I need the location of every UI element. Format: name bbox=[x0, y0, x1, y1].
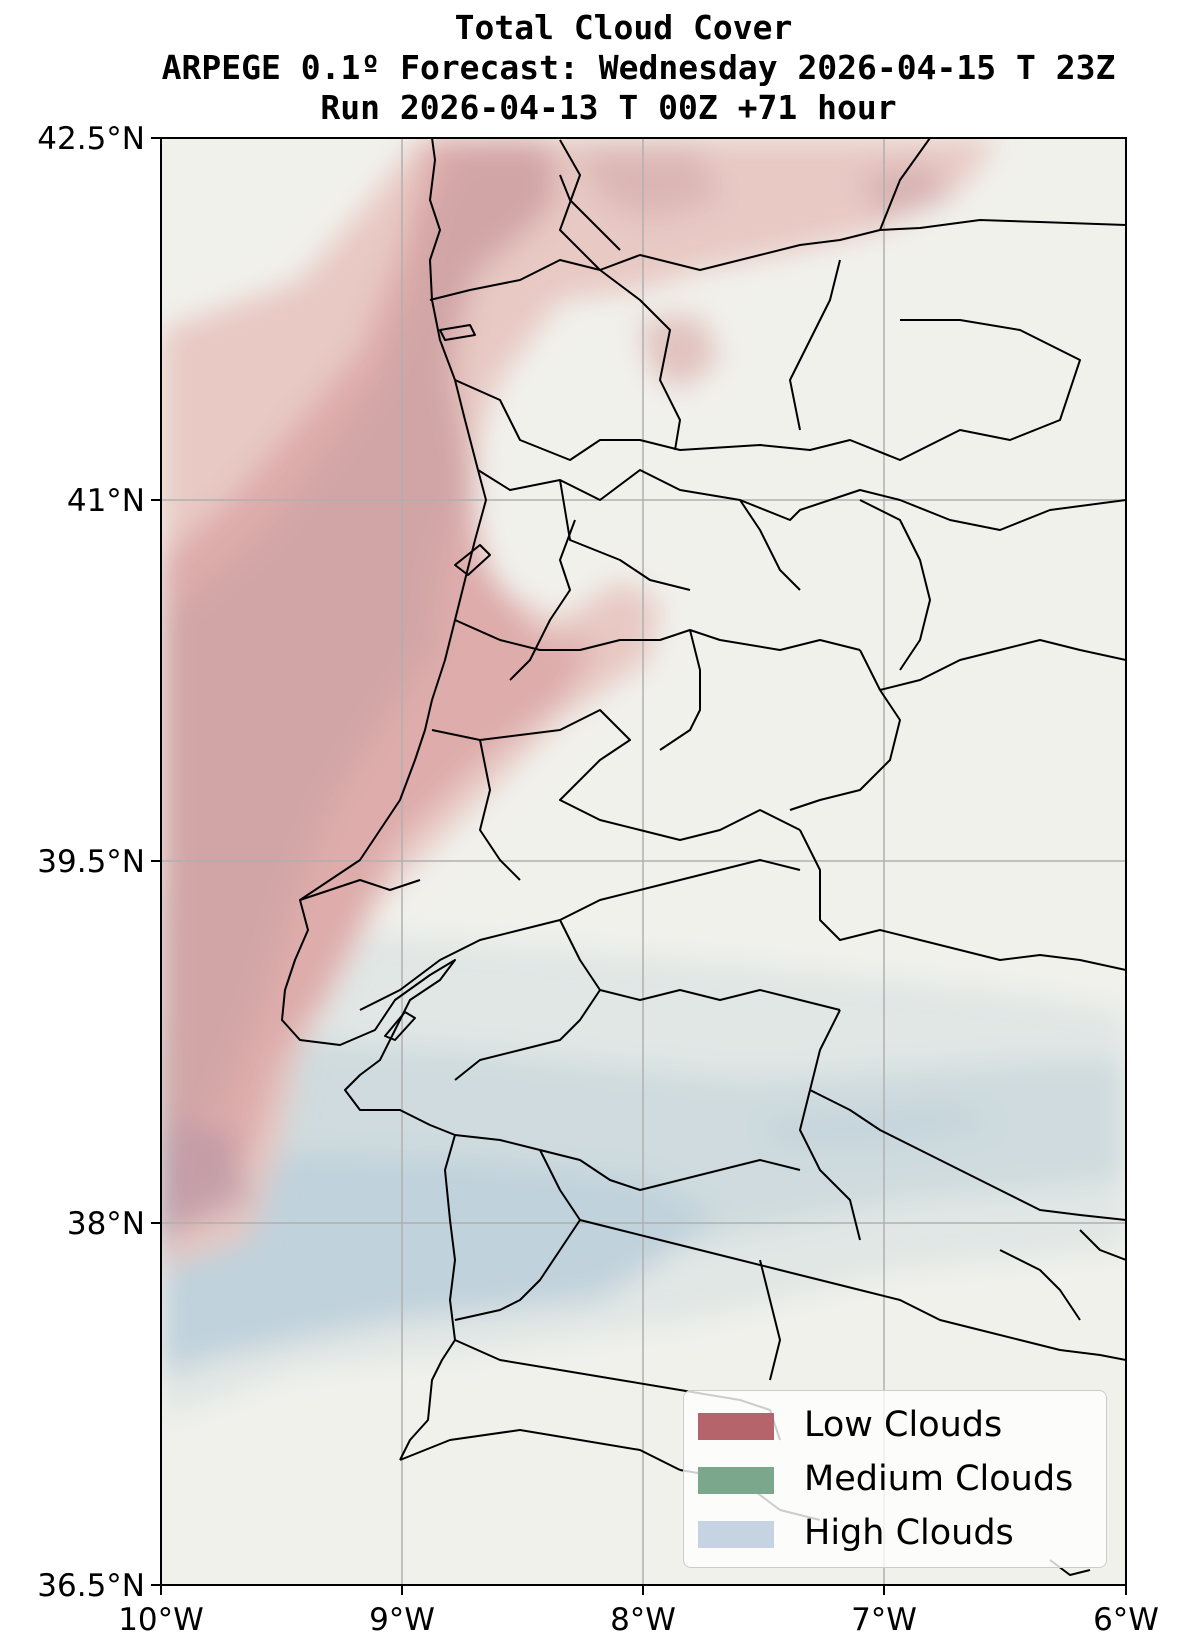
map-title: Total Cloud Cover ARPEGE 0.1º Forecast: … bbox=[0, 8, 1197, 128]
tick-marks bbox=[151, 137, 1127, 1595]
lon-tick-labels: 10°W 9°W 8°W 7°W 6°W bbox=[118, 1602, 1159, 1638]
lat-tick-label: 42.5°N bbox=[37, 121, 145, 157]
title-line-3: Run 2026-04-13 T 00Z +71 hour bbox=[320, 88, 897, 127]
lat-tick-label: 39.5°N bbox=[37, 844, 145, 880]
legend-swatch-medium bbox=[698, 1467, 774, 1494]
legend: Low Clouds Medium Clouds High Clouds bbox=[683, 1390, 1107, 1568]
legend-swatch-high bbox=[698, 1521, 774, 1548]
lon-tick-label: 6°W bbox=[1093, 1602, 1159, 1638]
borders-coastline bbox=[281, 138, 1126, 1576]
lat-tick-label: 41°N bbox=[67, 483, 145, 519]
legend-label: High Clouds bbox=[804, 1513, 1014, 1553]
gridlines bbox=[161, 138, 1126, 1585]
legend-label: Medium Clouds bbox=[804, 1459, 1074, 1499]
lon-tick-label: 7°W bbox=[851, 1602, 917, 1638]
lon-tick-label: 9°W bbox=[369, 1602, 435, 1638]
lon-tick-label: 8°W bbox=[610, 1602, 676, 1638]
lat-tick-label: 36.5°N bbox=[37, 1568, 145, 1604]
title-line-2: ARPEGE 0.1º Forecast: Wednesday 2026-04-… bbox=[161, 48, 1116, 87]
low-cloud-field bbox=[161, 138, 1000, 1270]
lat-tick-labels: 42.5°N 41°N 39.5°N 38°N 36.5°N bbox=[37, 121, 145, 1604]
title-line-1: Total Cloud Cover bbox=[454, 8, 793, 47]
lat-tick-label: 38°N bbox=[67, 1206, 145, 1242]
legend-swatch-low bbox=[698, 1413, 774, 1440]
coastline bbox=[281, 138, 487, 1461]
lon-tick-label: 10°W bbox=[118, 1602, 204, 1638]
legend-label: Low Clouds bbox=[804, 1405, 1003, 1445]
